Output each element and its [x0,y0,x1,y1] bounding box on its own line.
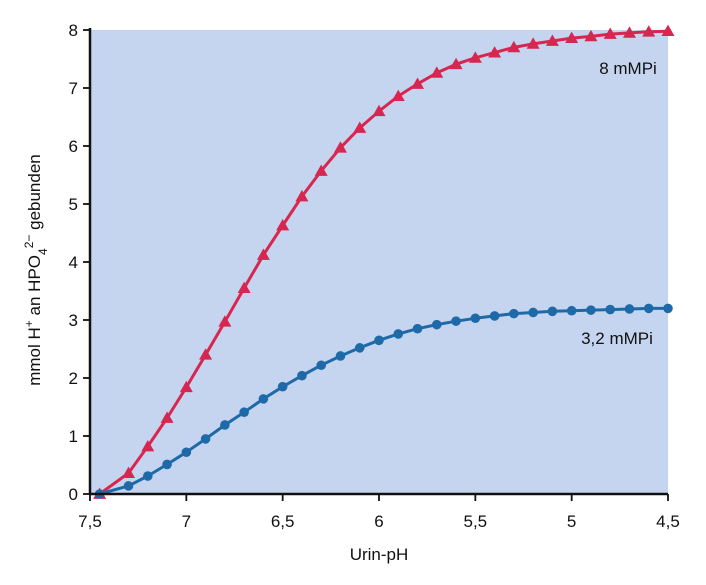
data-point-3-2-mmpi [509,308,519,319]
data-point-3-2-mmpi [393,329,404,339]
data-point-8-mmpi [507,40,521,53]
y-axis-title-sub: 4 [36,248,50,255]
x-tick-label: 5 [567,512,576,531]
y-tick-label: 4 [69,253,78,272]
series-layer [93,24,675,499]
data-point-3-2-mmpi [566,305,577,316]
data-point-3-2-mmpi [200,434,211,444]
data-point-8-mmpi [295,189,309,202]
data-point-8-mmpi [622,26,636,38]
data-point-3-2-mmpi [239,407,249,418]
series-label-8-mmpi: 8 mMPi [599,59,657,78]
data-point-3-2-mmpi [316,360,327,371]
x-tick-label: 7,5 [78,512,102,531]
data-point-8-mmpi [545,34,559,46]
y-axis-title-end: gebunden [25,154,44,234]
y-axis-title-sup1: + [22,320,36,327]
data-point-3-2-mmpi [470,313,481,324]
data-point-8-mmpi [603,27,617,39]
series-label-3-2-mmpi: 3,2 mMPi [581,329,653,348]
y-axis-title-sup2: 2− [22,235,36,249]
data-point-8-mmpi [122,466,136,478]
x-tick-label: 7 [182,512,191,531]
series-8-mmpi [93,24,675,499]
data-point-8-mmpi [391,89,405,101]
data-point-3-2-mmpi [277,381,288,392]
data-point-8-mmpi [199,348,213,360]
data-point-8-mmpi [661,24,675,37]
y-tick-label: 1 [69,427,78,446]
data-point-8-mmpi [411,77,425,89]
x-tick-label: 6,5 [271,512,295,531]
data-point-3-2-mmpi [643,303,654,314]
data-point-8-mmpi [333,141,347,153]
data-point-3-2-mmpi [335,351,346,361]
data-point-8-mmpi [468,51,482,63]
data-point-3-2-mmpi [663,303,673,314]
data-point-3-2-mmpi [220,420,230,430]
data-point-3-2-mmpi [605,304,615,315]
y-axis-title-base: mmol H [25,327,44,386]
data-point-3-2-mmpi [412,323,423,334]
y-tick-label: 8 [69,21,78,40]
data-point-3-2-mmpi [528,307,538,318]
x-tick-label: 6 [374,512,383,531]
data-point-8-mmpi [237,281,251,293]
data-point-3-2-mmpi [123,481,134,491]
axes-layer: 0 1 2 3 4 5 6 7 8 7,5 7 6,5 6 5,5 5 4,5 [69,21,680,531]
data-point-3-2-mmpi [181,447,192,458]
series-3-2-mmpi [94,303,673,499]
data-point-3-2-mmpi [143,471,153,481]
x-tick-label: 4,5 [656,512,680,531]
data-point-3-2-mmpi [489,311,500,321]
data-point-8-mmpi [449,57,463,70]
data-point-8-mmpi [256,248,270,260]
data-point-8-mmpi [372,104,386,117]
data-point-8-mmpi [353,121,367,133]
y-tick-label: 5 [69,195,78,214]
data-point-3-2-mmpi [258,394,269,404]
data-point-3-2-mmpi [432,319,442,330]
data-point-8-mmpi [218,315,232,327]
data-point-8-mmpi [565,31,579,43]
data-point-8-mmpi [526,37,540,49]
y-tick-label: 2 [69,369,78,388]
data-point-3-2-mmpi [297,370,307,381]
data-point-3-2-mmpi [624,304,635,314]
data-point-8-mmpi [488,46,502,58]
data-point-8-mmpi [430,66,444,78]
y-tick-label: 6 [69,137,78,156]
y-tick-label: 0 [69,485,78,504]
data-point-3-2-mmpi [162,459,172,470]
data-point-8-mmpi [179,380,193,393]
data-point-3-2-mmpi [354,343,365,353]
y-tick-label: 7 [69,79,78,98]
x-tick-label: 5,5 [464,512,488,531]
data-point-8-mmpi [276,218,290,231]
y-axis-title: mmol H+ an HPO42− gebunden [22,154,50,386]
data-point-3-2-mmpi [374,335,384,346]
y-tick-label: 3 [69,311,78,330]
data-point-8-mmpi [314,164,328,176]
data-point-8-mmpi [160,411,174,423]
data-point-8-mmpi [141,439,155,452]
y-axis-title-mid: an HPO [25,255,44,320]
data-point-3-2-mmpi [547,306,558,317]
data-point-8-mmpi [642,25,656,37]
plot-background [90,30,668,494]
data-point-3-2-mmpi [451,316,461,326]
data-point-8-mmpi [584,29,598,42]
x-axis-title: Urin-pH [350,545,409,564]
data-point-3-2-mmpi [586,305,596,315]
